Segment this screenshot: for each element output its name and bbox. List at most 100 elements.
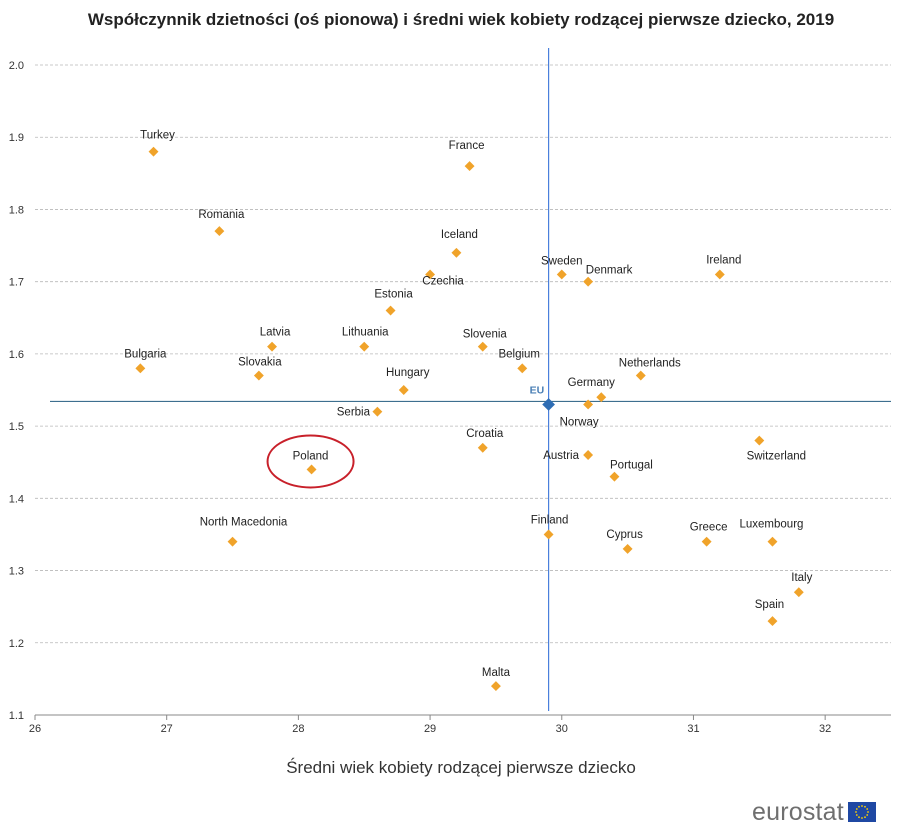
data-points [135, 146, 804, 692]
grid-layer [35, 64, 891, 644]
point-serbia [372, 406, 383, 417]
point-austria [583, 450, 594, 460]
label-romania: Romania [198, 209, 245, 221]
point-belgium [517, 363, 528, 374]
label-estonia: Estonia [374, 289, 413, 301]
label-croatia: Croatia [466, 428, 504, 440]
label-netherlands: Netherlands [619, 358, 681, 370]
eurostat-logo: eurostat [752, 797, 876, 827]
label-norway: Norway [560, 416, 599, 428]
point-latvia [267, 341, 277, 352]
point-italy [793, 587, 804, 598]
point-north-macedonia [227, 536, 238, 547]
x-tick-label-30: 30 [556, 723, 568, 735]
x-axis-title: Średni wiek kobiety rodzącej pierwsze dz… [286, 758, 636, 777]
point-finland [543, 529, 554, 540]
y-tick-label-1.2: 1.2 [9, 638, 24, 650]
label-greece: Greece [690, 522, 728, 534]
label-hungary: Hungary [386, 367, 430, 379]
point-malta [490, 681, 501, 692]
y-tick-label-2.0: 2.0 [9, 60, 24, 72]
point-slovakia [253, 370, 264, 381]
label-serbia: Serbia [337, 407, 371, 419]
flag-star [855, 811, 857, 813]
point-iceland [451, 247, 462, 258]
label-sweden: Sweden [541, 255, 583, 267]
x-tick-label-26: 26 [29, 723, 41, 735]
point-greece [701, 536, 712, 547]
label-finland: Finland [531, 514, 569, 526]
point-netherlands [635, 370, 646, 381]
highlight-layer [266, 434, 355, 489]
eu-point [542, 398, 555, 411]
eu-reference-lines [50, 48, 891, 711]
label-czechia: Czechia [422, 275, 464, 287]
point-turkey [148, 146, 159, 157]
chart-title: Współczynnik dzietności (oś pionowa) i ś… [87, 10, 835, 29]
x-tick-label-29: 29 [424, 723, 436, 735]
label-austria: Austria [543, 450, 579, 462]
point-switzerland [754, 435, 765, 446]
logo-text: eurostat [752, 797, 844, 826]
flag-star [855, 814, 858, 816]
label-belgium: Belgium [498, 348, 540, 360]
y-tick-label-1.3: 1.3 [9, 566, 24, 578]
point-bulgaria [135, 363, 146, 374]
label-lithuania: Lithuania [342, 327, 389, 339]
label-germany: Germany [568, 377, 616, 389]
label-turkey: Turkey [140, 130, 175, 142]
point-estonia [385, 305, 396, 316]
highlight-ring-poland [266, 434, 355, 489]
label-latvia: Latvia [260, 327, 291, 339]
flag-star [861, 805, 863, 807]
axes: 1.1 1.2 1.3 1.4 1.5 1.6 1.7 1.8 1.9 2.0 26 27 28 29 30… [9, 60, 891, 735]
y-tick-label-1.7: 1.7 [9, 277, 24, 289]
point-poland [306, 464, 317, 475]
label-malta: Malta [482, 667, 511, 679]
label-iceland: Iceland [441, 229, 478, 241]
y-tick-label-1.9: 1.9 [9, 132, 24, 144]
point-lithuania [359, 341, 370, 352]
point-ireland [714, 269, 725, 280]
x-tick-label-28: 28 [292, 723, 304, 735]
point-luxembourg [767, 536, 778, 547]
point-slovenia [477, 341, 488, 352]
flag-star [866, 814, 869, 816]
flag-star [864, 816, 866, 819]
label-ireland: Ireland [706, 254, 741, 266]
point-france [464, 161, 475, 172]
label-switzerland: Switzerland [747, 451, 806, 463]
y-tick-label-1.4: 1.4 [9, 493, 24, 505]
label-bulgaria: Bulgaria [124, 348, 167, 360]
label-france: France [449, 140, 485, 152]
label-cyprus: Cyprus [606, 529, 643, 541]
y-tick-label-1.1: 1.1 [9, 710, 24, 722]
label-denmark: Denmark [586, 265, 633, 277]
y-tick-label-1.5: 1.5 [9, 421, 24, 433]
point-germany [596, 392, 607, 403]
point-romania [214, 226, 225, 237]
point-sweden [556, 269, 567, 280]
x-tick-label-31: 31 [687, 723, 699, 735]
label-slovakia: Slovakia [238, 357, 282, 369]
x-tick-label-27: 27 [161, 723, 173, 735]
y-tick-label-1.8: 1.8 [9, 204, 24, 216]
label-luxembourg: Luxembourg [740, 519, 804, 531]
point-spain [767, 616, 778, 627]
eu-flag-icon [847, 802, 876, 822]
point-denmark [583, 276, 594, 287]
label-portugal: Portugal [610, 460, 653, 472]
flag-star [858, 816, 860, 819]
label-north-macedonia: North Macedonia [200, 517, 288, 529]
point-hungary [398, 385, 409, 395]
flag-star [858, 805, 860, 808]
point-labels: EU Turkey France Romania Iceland Czechia Swede… [124, 130, 812, 679]
label-poland: Poland [293, 450, 329, 462]
flag-star [867, 811, 869, 813]
y-tick-label-1.6: 1.6 [9, 349, 24, 361]
label-slovenia: Slovenia [463, 329, 508, 341]
point-norway [583, 399, 594, 410]
flag-star [864, 805, 866, 808]
x-tick-label-32: 32 [819, 723, 831, 735]
